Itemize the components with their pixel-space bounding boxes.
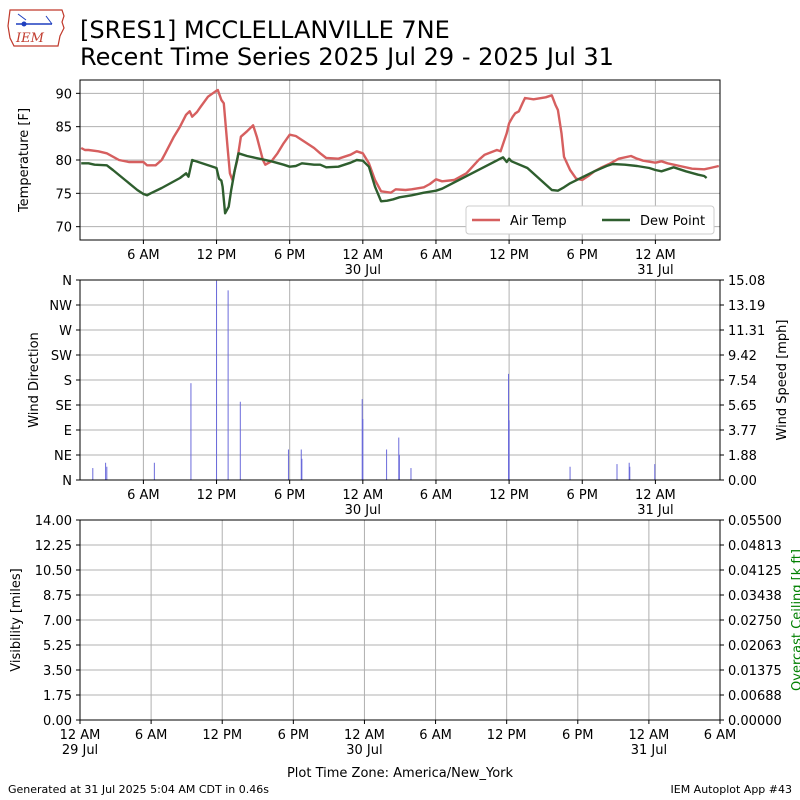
svg-text:IEM: IEM [15, 31, 45, 46]
x-axis-label: Plot Time Zone: America/New_York [287, 766, 514, 781]
y-tick-label: W [59, 324, 72, 339]
x-tick-label: 6 PM [274, 248, 305, 263]
y-tick-label: SW [51, 349, 72, 364]
y2-tick-label: 0.04813 [728, 539, 782, 554]
x-tick-sublabel: 31 Jul [631, 743, 667, 758]
x-tick-label: 6 PM [278, 728, 309, 743]
legend-entry: Air Temp [510, 214, 567, 229]
y2-tick-label: 0.03438 [728, 589, 782, 604]
x-tick-label: 12 PM [489, 488, 529, 503]
x-tick-label: 6 PM [274, 488, 305, 503]
y-tick-label: SE [56, 399, 72, 414]
x-tick-label: 6 AM [135, 728, 168, 743]
y2-tick-label: 3.77 [728, 424, 757, 439]
x-tick-label: 6 AM [704, 728, 737, 743]
wind-plot-frame [79, 279, 721, 481]
y-tick-label: 14.00 [35, 514, 72, 529]
iem-logo-icon: IEM [7, 9, 65, 47]
y2-tick-label: 0.00 [728, 474, 757, 489]
x-tick-label: 12 AM [60, 728, 101, 743]
x-tick-label: 12 PM [202, 728, 242, 743]
y-axis-label: Temperature [F] [17, 108, 32, 213]
y-tick-label: 5.25 [43, 639, 72, 654]
x-tick-label: 6 PM [567, 248, 598, 263]
x-tick-label: 12 AM [344, 728, 385, 743]
x-tick-label: 12 PM [197, 488, 237, 503]
y2-tick-label: 13.19 [728, 299, 765, 314]
x-tick-label: 12 PM [489, 248, 529, 263]
legend-box [465, 205, 715, 235]
x-tick-sublabel: 31 Jul [637, 263, 673, 278]
y-tick-label: 10.50 [35, 564, 72, 579]
y-tick-label: 3.50 [43, 664, 72, 679]
y-axis-label: Wind Direction [27, 332, 42, 428]
iem-logo: IEM [6, 6, 68, 50]
title-range: Recent Time Series 2025 Jul 29 - 2025 Ju… [80, 43, 614, 71]
y-tick-label: 1.75 [43, 689, 72, 704]
y-tick-label: S [64, 374, 72, 389]
x-tick-label: 6 PM [562, 728, 593, 743]
x-tick-label: 6 AM [420, 488, 453, 503]
x-tick-sublabel: 30 Jul [346, 743, 382, 758]
x-tick-label: 12 AM [635, 248, 676, 263]
x-tick-label: 12 AM [342, 488, 383, 503]
y2-tick-label: 7.54 [728, 374, 757, 389]
x-tick-sublabel: 30 Jul [345, 503, 381, 518]
visibility-plot-frame [79, 519, 721, 721]
footer-generated: Generated at 31 Jul 2025 5:04 AM CDT in … [8, 783, 269, 796]
y-tick-label: 8.75 [43, 589, 72, 604]
x-tick-label: 6 AM [419, 728, 452, 743]
y2-tick-label: 0.02750 [728, 614, 782, 629]
temperature-plot-frame [79, 79, 721, 241]
x-tick-label: 12 PM [487, 728, 527, 743]
y-axis-label: Visibility [miles] [9, 568, 24, 671]
y-tick-label: 0.00 [43, 714, 72, 729]
x-tick-label: 6 AM [420, 248, 453, 263]
y-tick-label: 12.25 [35, 539, 72, 554]
x-tick-sublabel: 30 Jul [345, 263, 381, 278]
y2-tick-label: 0.00000 [728, 714, 782, 729]
y2-axis-label: Wind Speed [mph] [775, 320, 790, 441]
y2-axis-label: Overcast Ceiling [k ft] [790, 549, 800, 691]
y2-tick-label: 0.01375 [728, 664, 782, 679]
y-tick-label: N [62, 274, 72, 289]
y2-tick-label: 5.65 [728, 399, 757, 414]
page-title: [SRES1] MCCLELLANVILLE 7NE Recent Time S… [80, 17, 614, 71]
y2-tick-label: 1.88 [728, 449, 757, 464]
legend-entry: Dew Point [640, 214, 705, 229]
y2-tick-label: 11.31 [728, 324, 765, 339]
y-tick-label: NW [49, 299, 72, 314]
y-tick-label: E [64, 424, 72, 439]
y2-tick-label: 0.02063 [728, 639, 782, 654]
y-tick-label: 75 [55, 187, 72, 202]
series-line-dew-point [81, 152, 708, 215]
x-tick-label: 12 PM [197, 248, 237, 263]
y2-tick-label: 15.08 [728, 274, 765, 289]
y2-tick-label: 0.05500 [728, 514, 782, 529]
title-station: [SRES1] MCCLELLANVILLE 7NE [80, 16, 450, 44]
footer-app: IEM Autoplot App #43 [670, 783, 793, 796]
x-tick-label: 12 AM [628, 728, 669, 743]
y-tick-label: 85 [55, 121, 72, 136]
y2-tick-label: 9.42 [728, 349, 757, 364]
x-tick-label: 6 AM [127, 488, 160, 503]
y-tick-label: 70 [55, 221, 72, 236]
x-tick-sublabel: 31 Jul [637, 503, 673, 518]
y-tick-label: N [62, 474, 72, 489]
y-tick-label: 90 [55, 87, 72, 102]
x-tick-label: 6 PM [567, 488, 598, 503]
y-tick-label: 7.00 [43, 614, 72, 629]
x-tick-sublabel: 29 Jul [62, 743, 98, 758]
y2-tick-label: 0.00688 [728, 689, 782, 704]
x-tick-label: 6 AM [127, 248, 160, 263]
y-tick-label: NE [54, 449, 72, 464]
y2-tick-label: 0.04125 [728, 564, 782, 579]
y-tick-label: 80 [55, 154, 72, 169]
x-tick-label: 12 AM [342, 248, 383, 263]
x-tick-label: 12 AM [635, 488, 676, 503]
series-line-air-temp [80, 88, 720, 194]
